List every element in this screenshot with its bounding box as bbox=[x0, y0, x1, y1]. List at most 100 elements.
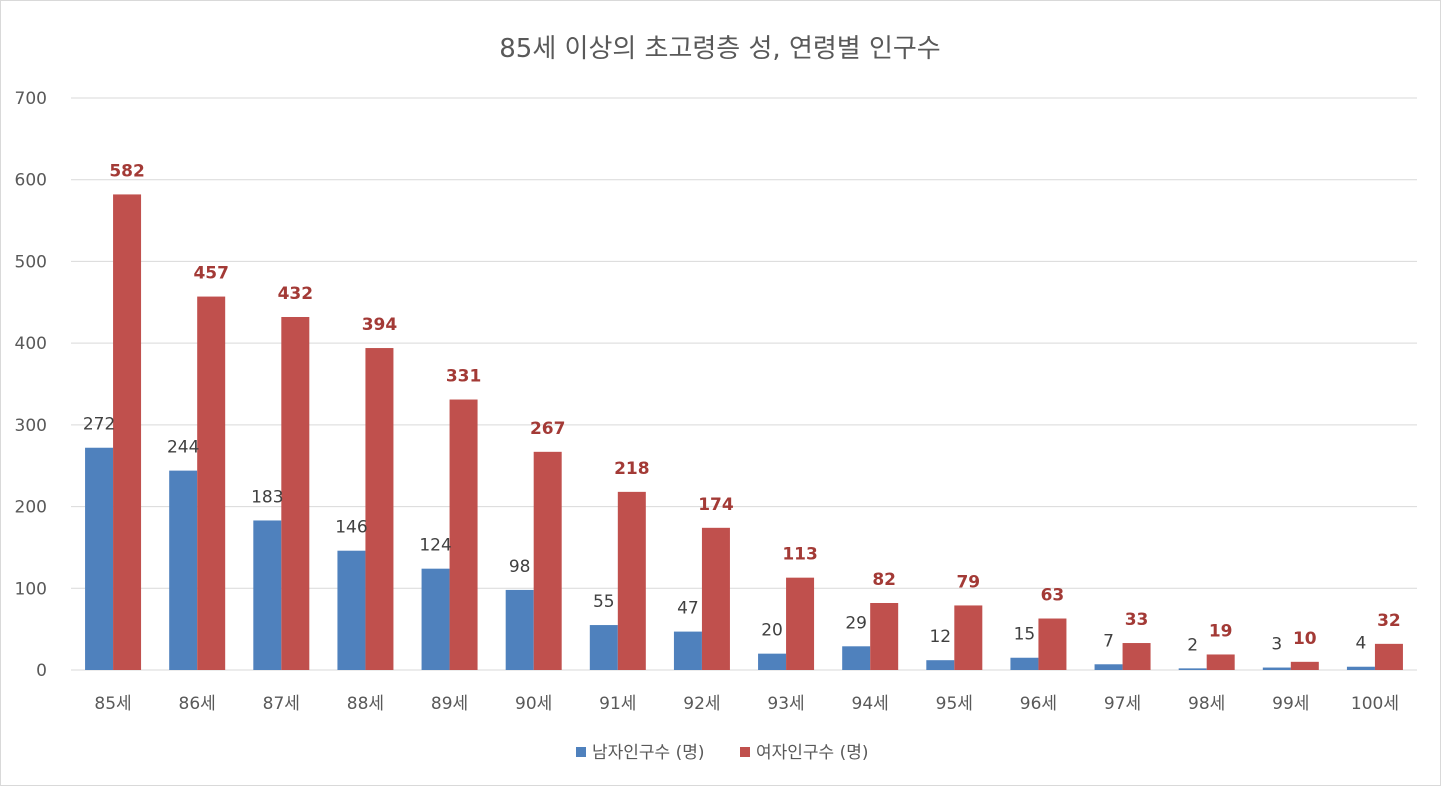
data-label-male: 183 bbox=[251, 487, 283, 507]
data-label-male: 55 bbox=[593, 592, 615, 612]
data-label-female: 394 bbox=[362, 315, 398, 335]
x-tick-label: 88세 bbox=[347, 694, 384, 714]
bar-female bbox=[1038, 618, 1067, 670]
x-tick-label: 87세 bbox=[263, 694, 300, 714]
data-label-male: 2 bbox=[1187, 635, 1198, 655]
legend-label-male: 남자인구수 (명) bbox=[592, 743, 705, 763]
bars bbox=[85, 194, 1403, 670]
bar-male bbox=[337, 550, 366, 670]
bar-female bbox=[954, 605, 983, 670]
legend-label-female: 여자인구수 (명) bbox=[756, 743, 869, 763]
bar-female bbox=[1122, 643, 1151, 670]
chart-title: 85세 이상의 초고령층 성, 연령별 인구수 bbox=[499, 34, 940, 64]
x-tick-label: 99세 bbox=[1272, 694, 1309, 714]
data-label-female: 19 bbox=[1209, 621, 1233, 641]
bar-female bbox=[1206, 654, 1235, 670]
bar-male bbox=[842, 646, 871, 670]
data-label-female: 79 bbox=[956, 572, 980, 592]
bar-male bbox=[505, 589, 534, 670]
data-label-female: 32 bbox=[1377, 611, 1401, 631]
x-tick-label: 97세 bbox=[1104, 694, 1141, 714]
x-tick-label: 94세 bbox=[852, 694, 889, 714]
data-label-male: 12 bbox=[929, 627, 951, 647]
x-tick-label: 93세 bbox=[767, 694, 804, 714]
y-tick-label: 200 bbox=[15, 498, 47, 518]
bar-male bbox=[758, 653, 787, 670]
x-tick-label: 89세 bbox=[431, 694, 468, 714]
y-tick-label: 0 bbox=[36, 661, 47, 681]
x-tick-label: 98세 bbox=[1188, 694, 1225, 714]
bar-female bbox=[617, 491, 646, 670]
x-tick-label: 91세 bbox=[599, 694, 636, 714]
legend: 남자인구수 (명) 여자인구수 (명) bbox=[576, 743, 869, 763]
data-label-female: 218 bbox=[614, 459, 650, 479]
data-label-male: 98 bbox=[509, 557, 531, 577]
bar-male bbox=[589, 625, 618, 670]
data-label-male: 29 bbox=[845, 613, 867, 633]
bar-male bbox=[673, 631, 702, 670]
y-axis-ticks: 0 100 200 300 400 500 600 700 bbox=[15, 89, 47, 681]
legend-swatch-male bbox=[576, 747, 586, 757]
bar-female bbox=[449, 399, 478, 670]
bar-male bbox=[85, 447, 114, 670]
data-label-female: 331 bbox=[446, 367, 482, 387]
bar-female bbox=[1290, 661, 1319, 670]
data-label-male: 15 bbox=[1014, 625, 1036, 645]
data-label-female: 82 bbox=[872, 570, 896, 590]
data-label-female: 63 bbox=[1041, 586, 1065, 606]
data-label-male: 272 bbox=[83, 415, 115, 435]
bar-male bbox=[1178, 668, 1207, 670]
x-tick-label: 100세 bbox=[1351, 694, 1399, 714]
data-label-female: 113 bbox=[782, 545, 818, 565]
legend-swatch-female bbox=[740, 747, 750, 757]
data-label-male: 20 bbox=[761, 621, 783, 641]
bar-female bbox=[701, 527, 730, 670]
bar-male bbox=[926, 660, 955, 670]
x-tick-label: 86세 bbox=[179, 694, 216, 714]
data-label-female: 174 bbox=[698, 495, 734, 515]
data-labels: 2725822444571834321463941243319826755218… bbox=[83, 161, 1401, 655]
bar-female bbox=[1374, 643, 1403, 670]
data-label-male: 3 bbox=[1271, 635, 1282, 655]
y-tick-label: 600 bbox=[15, 171, 47, 191]
bar-female bbox=[281, 316, 310, 670]
data-label-male: 146 bbox=[335, 518, 367, 538]
bar-female bbox=[197, 296, 226, 670]
data-label-male: 244 bbox=[167, 438, 199, 458]
data-label-female: 33 bbox=[1125, 610, 1149, 630]
x-tick-label: 90세 bbox=[515, 694, 552, 714]
bar-female bbox=[365, 348, 394, 670]
data-label-female: 267 bbox=[530, 419, 566, 439]
y-tick-label: 500 bbox=[15, 252, 47, 272]
data-label-female: 457 bbox=[193, 264, 229, 284]
data-label-female: 582 bbox=[109, 161, 145, 181]
data-label-male: 4 bbox=[1356, 634, 1367, 654]
data-label-male: 7 bbox=[1103, 631, 1114, 651]
y-tick-label: 700 bbox=[15, 89, 47, 109]
bar-male bbox=[1010, 657, 1039, 670]
bar-male bbox=[253, 520, 282, 670]
data-label-male: 47 bbox=[677, 599, 699, 619]
bar-male bbox=[1094, 664, 1123, 670]
bar-female bbox=[870, 602, 899, 670]
x-tick-label: 96세 bbox=[1020, 694, 1057, 714]
bar-male bbox=[169, 470, 198, 670]
bar-male bbox=[421, 568, 450, 670]
bar-female bbox=[113, 194, 142, 670]
bar-male bbox=[1346, 666, 1375, 670]
x-tick-label: 85세 bbox=[94, 694, 131, 714]
x-axis-ticks: 85세 86세 87세 88세 89세 90세 91세 92세 93세 94세 95세 96세 97세 9… bbox=[94, 694, 1399, 714]
data-label-female: 432 bbox=[278, 284, 314, 304]
x-tick-label: 92세 bbox=[683, 694, 720, 714]
data-label-male: 124 bbox=[419, 536, 451, 556]
y-tick-label: 100 bbox=[15, 579, 47, 599]
y-tick-label: 300 bbox=[15, 416, 47, 436]
bar-female bbox=[786, 577, 815, 670]
data-label-female: 10 bbox=[1293, 629, 1317, 649]
bar-female bbox=[533, 451, 562, 670]
y-tick-label: 400 bbox=[15, 334, 47, 354]
bar-male bbox=[1262, 667, 1291, 670]
x-tick-label: 95세 bbox=[936, 694, 973, 714]
